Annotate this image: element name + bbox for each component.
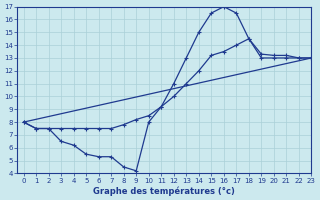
X-axis label: Graphe des températures (°c): Graphe des températures (°c) [93,186,235,196]
